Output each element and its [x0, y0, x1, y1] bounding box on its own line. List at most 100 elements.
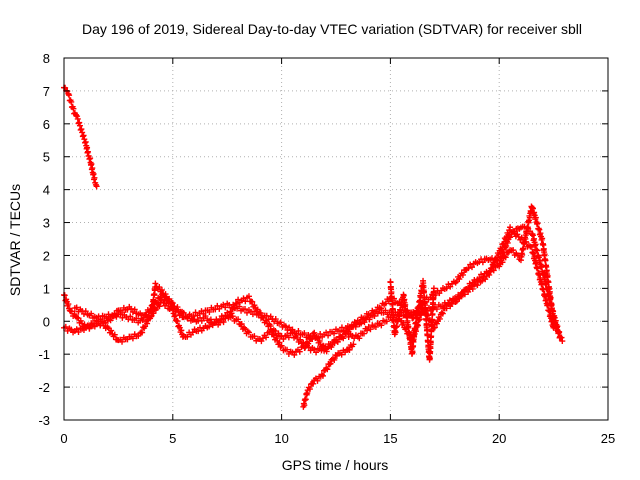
data-point-dip-recovery	[310, 380, 317, 387]
y-tick-label: 5	[43, 150, 50, 165]
data-point-dip-recovery	[346, 346, 353, 353]
data-point-track-c	[474, 282, 481, 289]
axis-ticks: 0 5 10 15 20 25 -3 -2 -1 0 1 2 3 4 5 6 7 8	[38, 51, 615, 446]
y-tick-label: -2	[38, 380, 50, 395]
data-point-track-b	[316, 337, 323, 344]
y-tick-label: 6	[43, 117, 50, 132]
data-point-dip-recovery	[314, 377, 321, 384]
data-point-track-b	[245, 329, 252, 336]
data-point-track-c	[82, 308, 89, 315]
data-point-track-b	[544, 272, 551, 279]
data-point-dip-recovery	[324, 366, 331, 373]
data-point-track-b	[559, 338, 566, 345]
data-point-early-decline	[74, 113, 81, 120]
data-point-track-c	[315, 334, 322, 341]
data-point-track-c	[439, 303, 446, 310]
data-point-track-a	[459, 271, 466, 278]
data-point-track-c	[518, 234, 525, 241]
data-point-track-b	[229, 313, 236, 320]
data-point-track-a	[294, 334, 301, 341]
data-point-track-b	[436, 315, 443, 322]
data-point-track-c	[528, 244, 535, 251]
y-tick-label: 2	[43, 248, 50, 263]
data-point-track-c	[286, 324, 293, 331]
data-point-track-c	[153, 300, 160, 307]
data-point-track-c	[544, 301, 551, 308]
data-point-track-c	[152, 298, 159, 305]
data-point-track-c	[453, 296, 460, 303]
data-point-track-c	[171, 303, 178, 310]
data-point-track-c	[534, 265, 541, 272]
data-point-track-c	[469, 285, 476, 292]
data-point-track-c	[111, 310, 118, 317]
data-point-track-b	[86, 324, 93, 331]
data-point-track-a	[382, 300, 389, 307]
data-point-spikes	[412, 326, 419, 333]
data-point-track-c	[200, 310, 207, 317]
data-point-track-b	[305, 340, 312, 347]
data-point-early-decline	[74, 115, 81, 122]
data-point-track-b	[542, 257, 549, 264]
data-point-track-c	[325, 332, 332, 339]
data-point-track-b	[206, 323, 213, 330]
data-point-track-a	[65, 301, 72, 308]
data-point-spikes	[427, 339, 434, 346]
data-point-track-b	[340, 335, 347, 342]
data-point-track-b	[224, 309, 231, 316]
data-point-track-c	[97, 316, 104, 323]
data-point-track-c	[502, 236, 509, 243]
data-point-spikes	[430, 285, 437, 292]
data-point-track-a	[77, 317, 84, 324]
data-point-track-a	[465, 265, 472, 272]
data-point-early-decline	[88, 160, 95, 167]
data-point-track-c	[167, 298, 174, 305]
data-point-track-b	[267, 326, 274, 333]
data-point-track-b	[319, 342, 326, 349]
data-point-track-b	[108, 327, 115, 334]
data-point-track-c	[371, 312, 378, 319]
data-point-early-decline	[76, 122, 83, 129]
data-point-track-c	[242, 306, 249, 313]
data-point-track-c	[538, 280, 545, 287]
data-point-track-a	[280, 336, 287, 343]
data-point-track-c	[486, 271, 493, 278]
data-point-track-c	[346, 325, 353, 332]
data-point-track-c	[331, 330, 338, 337]
data-point-track-c	[117, 311, 124, 318]
data-point-track-b	[378, 322, 385, 329]
data-point-spikes	[426, 355, 433, 362]
data-point-track-b	[174, 318, 181, 325]
data-point-track-b	[439, 310, 446, 317]
data-point-track-b	[547, 294, 554, 301]
data-point-track-b	[147, 315, 154, 322]
data-point-track-b	[323, 348, 330, 355]
data-point-track-c	[127, 313, 134, 320]
data-point-track-b	[367, 326, 374, 333]
data-point-track-b	[91, 320, 98, 327]
data-point-track-b	[278, 342, 285, 349]
data-point-track-c	[540, 286, 547, 293]
data-point-track-a	[251, 302, 258, 309]
data-point-track-b	[270, 331, 277, 338]
data-point-track-b	[343, 330, 350, 337]
data-point-early-decline	[70, 105, 77, 112]
data-point-track-c	[206, 308, 213, 315]
y-tick-label: 8	[43, 51, 50, 66]
data-point-track-b	[111, 331, 118, 338]
data-point-track-c	[495, 251, 502, 258]
data-point-early-decline	[86, 156, 93, 163]
data-point-track-b	[383, 318, 390, 325]
data-point-track-c	[190, 313, 197, 320]
chart-title: Day 196 of 2019, Sidereal Day-to-day VTE…	[82, 21, 582, 37]
data-point-track-b	[216, 316, 223, 323]
data-point-track-a	[285, 334, 292, 341]
data-point-track-c	[498, 246, 505, 253]
data-point-track-c	[374, 310, 381, 317]
data-point-track-b	[273, 335, 280, 342]
data-point-early-decline	[93, 183, 100, 190]
data-point-track-c	[533, 259, 540, 266]
data-point-track-c	[505, 231, 512, 238]
data-point-track-a	[456, 276, 463, 283]
data-point-dip-recovery	[302, 396, 309, 403]
data-points	[61, 84, 566, 410]
